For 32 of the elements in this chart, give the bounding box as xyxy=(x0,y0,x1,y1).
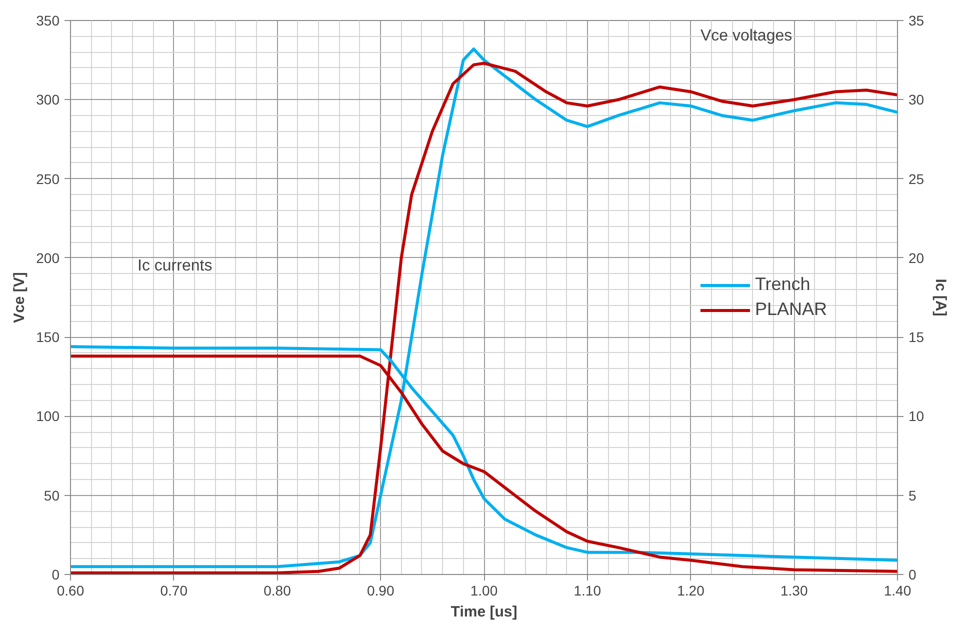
x-tick-label: 0.60 xyxy=(56,582,84,598)
y2-tick-label: 0 xyxy=(908,566,916,582)
y2-tick-label: 15 xyxy=(908,329,924,346)
legend-label: PLANAR xyxy=(754,299,827,320)
x-tick-label: 1.00 xyxy=(470,582,498,598)
y2-tick-label: 25 xyxy=(908,170,924,187)
x-tick-label: 1.20 xyxy=(677,582,705,598)
x-tick-label: 1.10 xyxy=(574,582,602,598)
y-tick-label: 150 xyxy=(36,329,60,346)
y-tick-label: 300 xyxy=(36,92,60,108)
y2-tick-label: 10 xyxy=(908,408,924,424)
x-tick-label: 0.80 xyxy=(264,582,292,598)
y-tick-label: 0 xyxy=(52,566,60,582)
y2-tick-label: 30 xyxy=(908,92,924,108)
annotation: Ic currents xyxy=(138,258,212,274)
y2-axis-title: Ic [A] xyxy=(932,278,950,316)
y-tick-label: 100 xyxy=(36,408,60,424)
y-axis-title: Vce [V] xyxy=(11,272,28,323)
legend-label: Trench xyxy=(754,274,810,295)
x-axis-title: Time [us] xyxy=(450,604,518,620)
y2-tick-label: 20 xyxy=(908,250,924,266)
y-tick-label: 350 xyxy=(36,12,60,28)
x-tick-label: 0.90 xyxy=(367,582,394,598)
x-tick-label: 1.40 xyxy=(884,582,912,598)
y-tick-label: 200 xyxy=(36,250,60,266)
x-tick-label: 0.70 xyxy=(160,582,188,598)
x-tick-label: 1.30 xyxy=(780,582,808,598)
annotation: Vce voltages xyxy=(700,28,792,44)
y2-tick-label: 5 xyxy=(908,487,916,504)
y2-tick-label: 35 xyxy=(908,12,924,28)
y-tick-label: 50 xyxy=(44,487,60,504)
y-tick-label: 250 xyxy=(36,170,60,187)
